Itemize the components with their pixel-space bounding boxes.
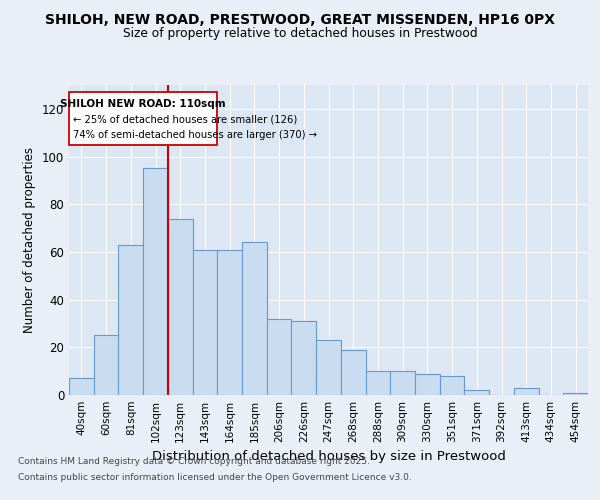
X-axis label: Distribution of detached houses by size in Prestwood: Distribution of detached houses by size … (152, 450, 505, 464)
Text: Size of property relative to detached houses in Prestwood: Size of property relative to detached ho… (122, 28, 478, 40)
Bar (94, 336, 118, 395)
Bar (168, 218, 193, 395)
Bar (193, 250, 217, 395)
Bar (341, 350, 365, 395)
Bar (69, 92, 217, 144)
Bar (440, 376, 464, 395)
Bar (143, 168, 168, 395)
Y-axis label: Number of detached properties: Number of detached properties (23, 147, 36, 333)
Bar (514, 388, 539, 395)
Bar (118, 245, 143, 395)
Bar (464, 390, 489, 395)
Bar (415, 374, 440, 395)
Text: Contains public sector information licensed under the Open Government Licence v3: Contains public sector information licen… (18, 472, 412, 482)
Text: Contains HM Land Registry data © Crown copyright and database right 2025.: Contains HM Land Registry data © Crown c… (18, 458, 370, 466)
Bar (69, 378, 94, 395)
Text: SHILOH, NEW ROAD, PRESTWOOD, GREAT MISSENDEN, HP16 0PX: SHILOH, NEW ROAD, PRESTWOOD, GREAT MISSE… (45, 12, 555, 26)
Text: ← 25% of detached houses are smaller (126): ← 25% of detached houses are smaller (12… (73, 114, 297, 124)
Text: 74% of semi-detached houses are larger (370) →: 74% of semi-detached houses are larger (… (73, 130, 317, 140)
Bar (365, 371, 390, 395)
Bar (390, 371, 415, 395)
Bar (242, 242, 267, 395)
Text: SHILOH NEW ROAD: 110sqm: SHILOH NEW ROAD: 110sqm (61, 98, 226, 108)
Bar (292, 321, 316, 395)
Bar (563, 392, 588, 395)
Bar (316, 340, 341, 395)
Bar (267, 318, 292, 395)
Bar (217, 250, 242, 395)
